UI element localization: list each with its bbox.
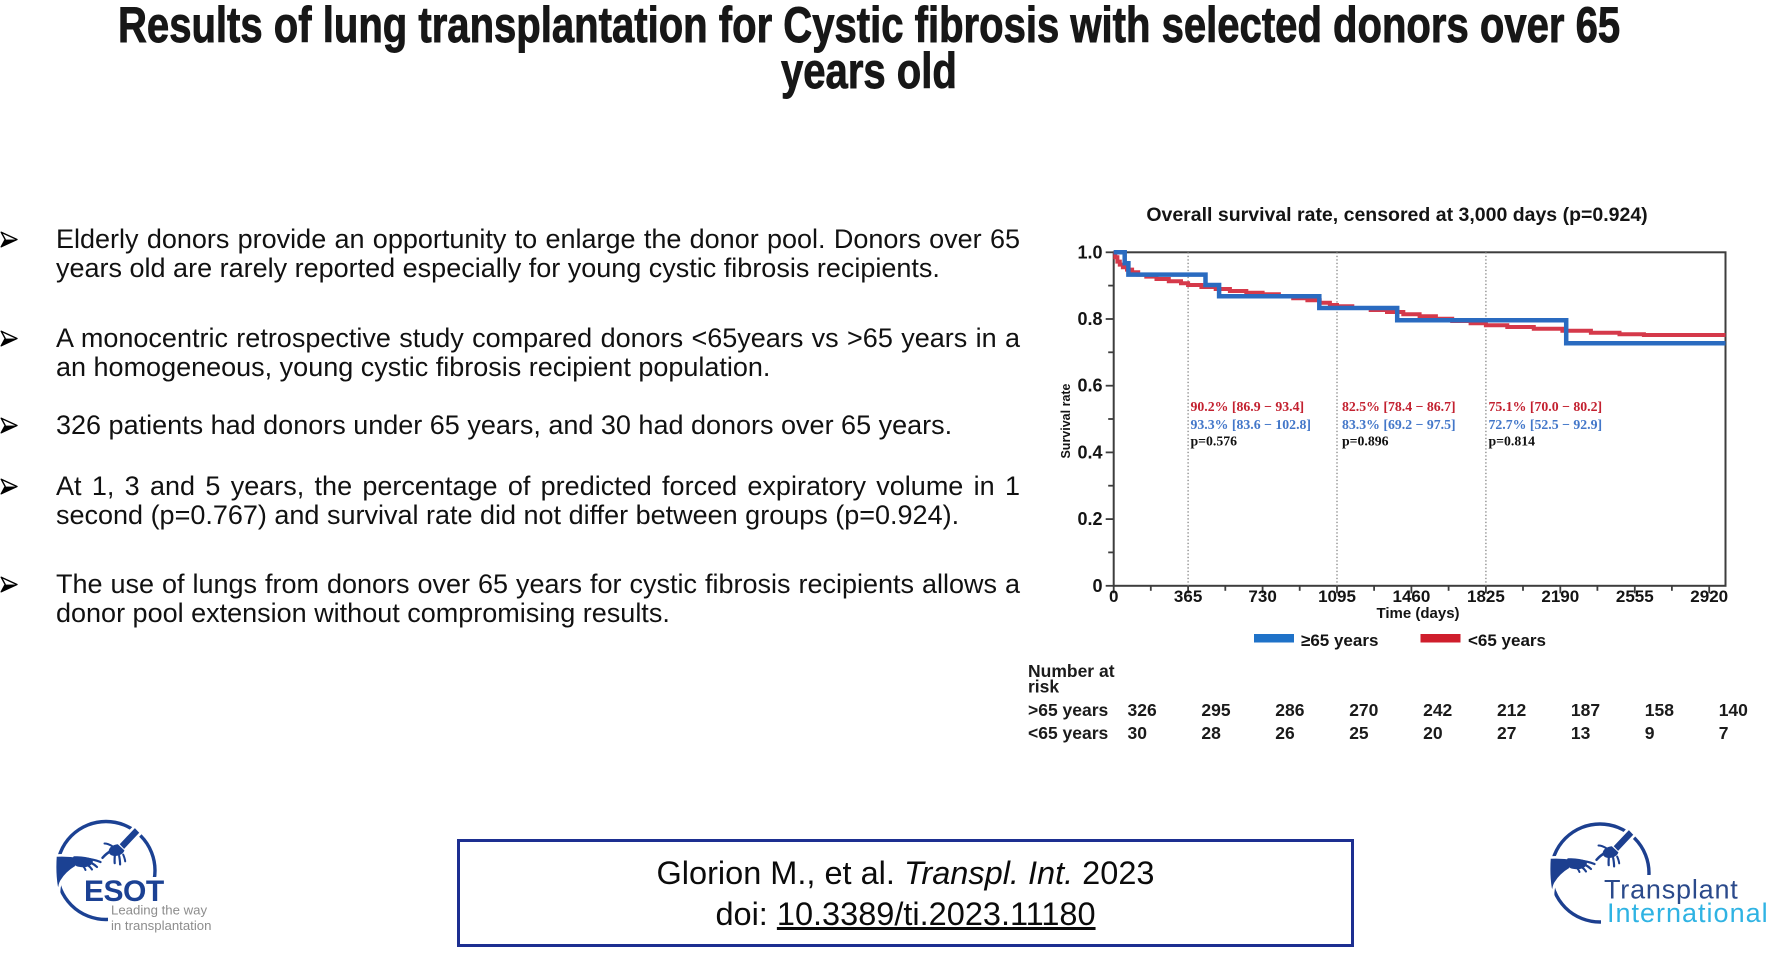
svg-text:0.2: 0.2 — [1077, 509, 1102, 529]
svg-text:0: 0 — [1092, 576, 1102, 596]
svg-text:730: 730 — [1248, 587, 1276, 606]
svg-text:25: 25 — [1349, 723, 1369, 743]
svg-text:365: 365 — [1174, 587, 1202, 606]
svg-text:1460: 1460 — [1392, 587, 1430, 606]
svg-text:p=0.576: p=0.576 — [1191, 434, 1238, 449]
svg-text:13: 13 — [1571, 723, 1591, 743]
svg-text:0.6: 0.6 — [1077, 376, 1102, 396]
svg-text:242: 242 — [1423, 700, 1452, 720]
svg-text:in transplantation: in transplantation — [111, 918, 211, 933]
svg-text:2190: 2190 — [1541, 587, 1579, 606]
svg-text:83.3% [69.2 − 97.5]: 83.3% [69.2 − 97.5] — [1342, 417, 1456, 432]
svg-text:Overall survival rate, censore: Overall survival rate, censored at 3,000… — [1146, 204, 1647, 226]
svg-text:72.7% [52.5 − 92.9]: 72.7% [52.5 − 92.9] — [1489, 417, 1603, 432]
svg-text:1.0: 1.0 — [1077, 242, 1102, 262]
svg-text:7: 7 — [1719, 723, 1729, 743]
svg-text:93.3% [83.6 − 102.8]: 93.3% [83.6 − 102.8] — [1191, 417, 1312, 432]
svg-text:20: 20 — [1423, 723, 1443, 743]
svg-text:82.5% [78.4 − 86.7]: 82.5% [78.4 − 86.7] — [1342, 399, 1456, 414]
svg-text:<65 years: <65 years — [1468, 631, 1546, 650]
svg-text:0.4: 0.4 — [1077, 442, 1102, 462]
svg-text:p=0.814: p=0.814 — [1489, 434, 1536, 449]
svg-text:9: 9 — [1645, 723, 1655, 743]
svg-text:>65 years: >65 years — [1028, 700, 1109, 720]
svg-text:Time (days): Time (days) — [1376, 605, 1459, 622]
svg-text:30: 30 — [1128, 723, 1148, 743]
svg-text:326: 326 — [1128, 700, 1157, 720]
svg-text:158: 158 — [1645, 700, 1674, 720]
svg-text:risk: risk — [1028, 677, 1059, 697]
svg-text:0: 0 — [1109, 587, 1118, 606]
svg-text:26: 26 — [1275, 723, 1295, 743]
svg-text:ESOT: ESOT — [84, 875, 164, 908]
svg-text:286: 286 — [1275, 700, 1304, 720]
svg-text:140: 140 — [1719, 700, 1748, 720]
svg-text:90.2% [86.9 − 93.4]: 90.2% [86.9 − 93.4] — [1191, 399, 1305, 414]
svg-text:295: 295 — [1201, 700, 1230, 720]
svg-text:Survival rate: Survival rate — [1059, 383, 1073, 458]
svg-text:1095: 1095 — [1318, 587, 1356, 606]
svg-text:International: International — [1607, 898, 1769, 928]
svg-text:75.1% [70.0 − 80.2]: 75.1% [70.0 − 80.2] — [1489, 399, 1603, 414]
svg-text:2920: 2920 — [1690, 587, 1728, 606]
svg-text:212: 212 — [1497, 700, 1526, 720]
svg-text:Leading the way: Leading the way — [111, 903, 207, 918]
svg-text:187: 187 — [1571, 700, 1600, 720]
svg-text:<65 years: <65 years — [1028, 723, 1109, 743]
svg-text:28: 28 — [1201, 723, 1221, 743]
svg-text:Transplant: Transplant — [1604, 875, 1739, 905]
svg-text:1825: 1825 — [1467, 587, 1505, 606]
svg-text:270: 270 — [1349, 700, 1378, 720]
svg-text:Number at: Number at — [1028, 661, 1115, 681]
svg-text:27: 27 — [1497, 723, 1516, 743]
svg-text:2555: 2555 — [1616, 587, 1654, 606]
svg-text:0.8: 0.8 — [1077, 309, 1102, 329]
svg-text:p=0.896: p=0.896 — [1342, 434, 1389, 449]
svg-text:≥65 years: ≥65 years — [1301, 631, 1378, 650]
